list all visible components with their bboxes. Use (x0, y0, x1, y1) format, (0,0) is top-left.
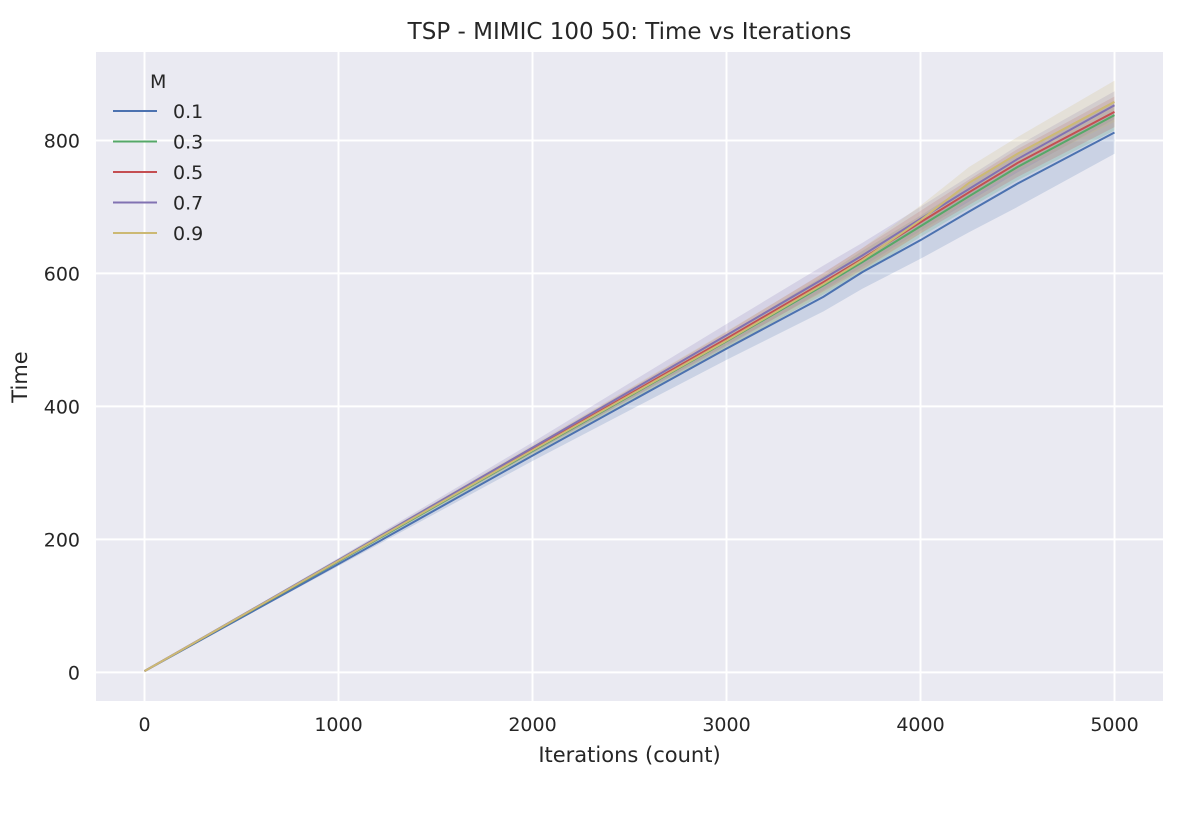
confidence-band-0.9 (144, 80, 1115, 672)
legend-title: M (150, 71, 166, 93)
y-gridlines (96, 139, 1163, 674)
legend-label-0.7: 0.7 (173, 193, 203, 215)
y-axis-label: Time (8, 351, 32, 403)
confidence-band-0.1 (144, 112, 1115, 672)
series-line-0.9 (144, 100, 1115, 672)
y-tick-labels: 0 200 400 600 800 (44, 130, 80, 684)
legend-label-0.3: 0.3 (173, 132, 203, 154)
x-axis-label: Iterations (count) (538, 743, 720, 767)
series-lines (144, 100, 1115, 672)
y-tick-label: 400 (44, 396, 80, 418)
confidence-band-0.7 (144, 91, 1115, 672)
legend-label-0.9: 0.9 (173, 223, 203, 245)
series-line-0.7 (144, 104, 1115, 672)
y-tick-label: 800 (44, 130, 80, 152)
series-line-0.1 (144, 131, 1115, 672)
x-tick-label: 1000 (314, 714, 362, 736)
y-tick-label: 600 (44, 263, 80, 285)
chart-title: TSP - MIMIC 100 50: Time vs Iterations (407, 19, 852, 45)
legend-label-0.5: 0.5 (173, 162, 203, 184)
x-tick-label: 4000 (896, 714, 944, 736)
confidence-band-0.3 (144, 100, 1115, 672)
y-tick-label: 0 (68, 662, 80, 684)
y-tick-label: 200 (44, 529, 80, 551)
x-tick-label: 2000 (508, 714, 556, 736)
x-tick-label: 5000 (1090, 714, 1138, 736)
x-gridlines (143, 52, 1116, 701)
plot-background (96, 52, 1163, 701)
legend-label-0.1: 0.1 (173, 101, 203, 123)
x-tick-label: 3000 (702, 714, 750, 736)
x-tick-labels: 0 1000 2000 3000 4000 5000 (138, 714, 1138, 736)
x-tick-label: 0 (138, 714, 150, 736)
legend: M 0.1 0.3 0.5 0.7 0.9 (113, 71, 203, 245)
